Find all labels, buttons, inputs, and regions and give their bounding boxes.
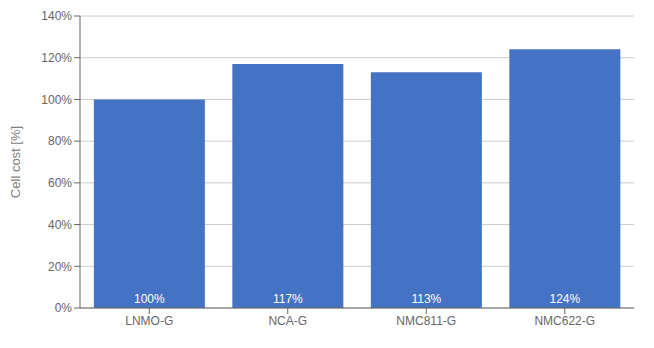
svg-text:100%: 100%	[134, 292, 165, 306]
svg-text:124%: 124%	[549, 292, 580, 306]
svg-text:NMC622-G: NMC622-G	[534, 314, 595, 328]
svg-text:0%: 0%	[55, 301, 73, 315]
svg-text:40%: 40%	[48, 218, 72, 232]
svg-text:60%: 60%	[48, 176, 72, 190]
svg-text:120%: 120%	[41, 51, 72, 65]
svg-text:Cell cost [%]: Cell cost [%]	[8, 126, 23, 198]
svg-text:LNMO-G: LNMO-G	[125, 314, 173, 328]
svg-text:100%: 100%	[41, 93, 72, 107]
svg-text:117%: 117%	[273, 292, 303, 306]
svg-text:140%: 140%	[41, 9, 72, 23]
svg-text:80%: 80%	[48, 134, 72, 148]
svg-text:NMC811-G: NMC811-G	[396, 314, 456, 328]
svg-text:NCA-G: NCA-G	[268, 314, 307, 328]
svg-text:20%: 20%	[48, 260, 72, 274]
svg-text:113%: 113%	[411, 292, 441, 306]
